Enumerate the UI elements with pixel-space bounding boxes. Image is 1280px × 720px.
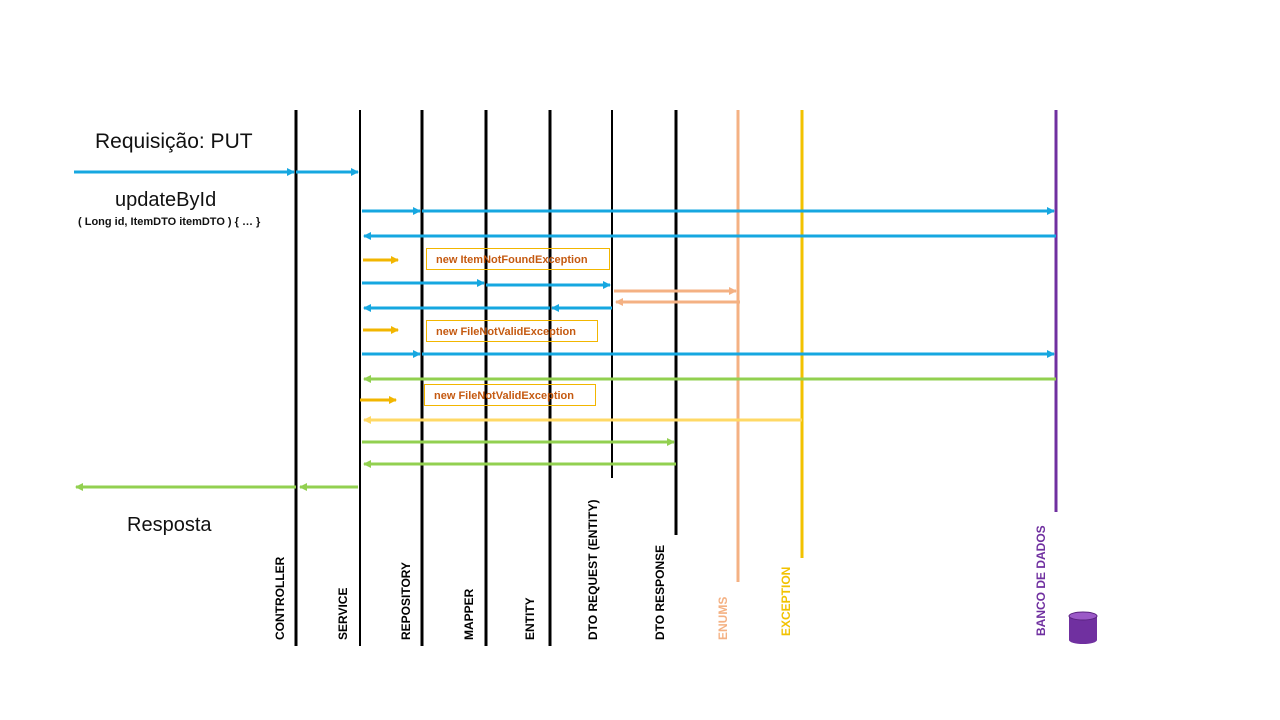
database-cylinder-icon	[1068, 611, 1098, 644]
lane-label-repository: REPOSITORY	[399, 561, 413, 640]
method-name: updateById	[115, 189, 217, 211]
exception-box-item-not-found: new ItemNotFoundException	[426, 248, 610, 270]
exception-box-file-not-valid-2: new FileNotValidException	[424, 384, 596, 406]
lane-label-enums: ENUMS	[716, 596, 730, 640]
lane-label-dto-response: DTO RESPONSE	[653, 544, 667, 640]
lane-label-exception: EXCEPTION	[779, 566, 793, 636]
lane-label-entity: ENTITY	[523, 597, 537, 640]
lane-label-mapper: MAPPER	[462, 588, 476, 640]
label-gaps	[604, 478, 1064, 648]
lane-label-dto-request: DTO REQUEST (ENTITY)	[586, 499, 600, 640]
response-label: Resposta	[127, 514, 212, 536]
request-title: Requisição: PUT	[95, 130, 253, 153]
messages	[74, 168, 1056, 491]
exception-box-file-not-valid-1: new FileNotValidException	[426, 320, 598, 342]
method-signature: ( Long id, ItemDTO itemDTO ) { … }	[78, 216, 261, 228]
lane-label-controller: CONTROLLER	[273, 556, 287, 640]
lane-label-banco-de-dados: BANCO DE DADOS	[1034, 525, 1048, 636]
lane-label-service: SERVICE	[336, 587, 350, 640]
